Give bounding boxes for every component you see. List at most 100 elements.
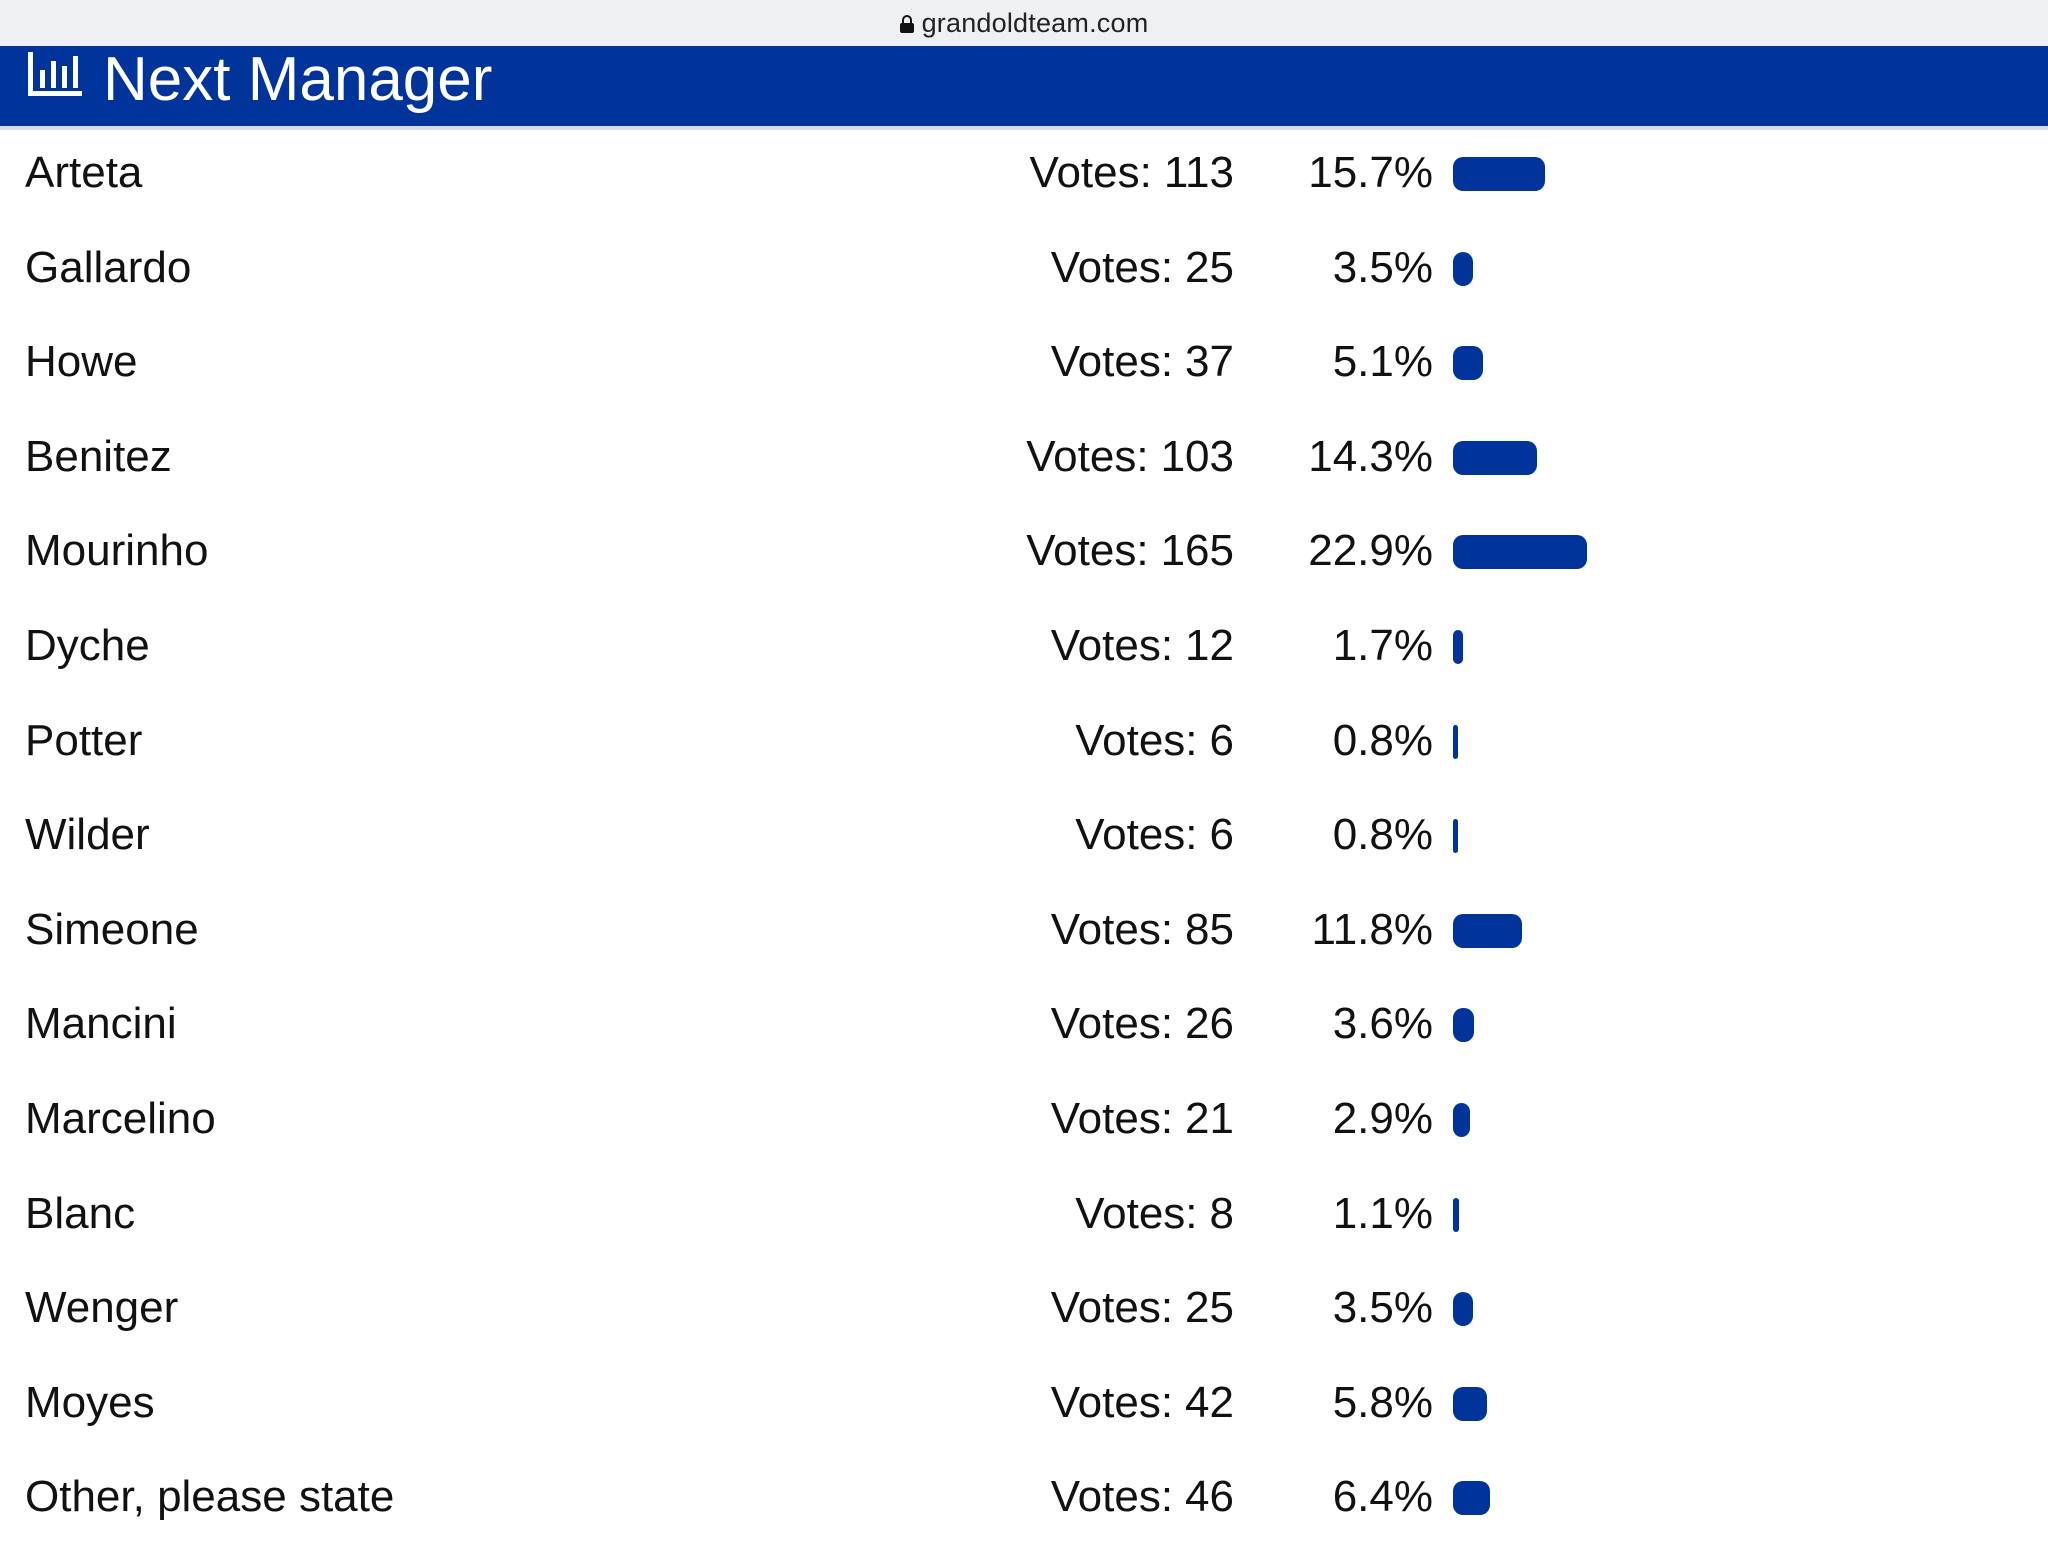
vote-share-bar [1453,1008,1475,1043]
vote-share-bar [1453,629,1463,664]
poll-header: Next Manager [0,45,2048,130]
votes-number: 113 [1163,148,1234,197]
vote-count: Votes: 25 [1051,242,1234,294]
votes-number: 25 [1185,1283,1234,1333]
lock-icon [899,15,914,33]
votes-label: Votes: [1026,526,1149,576]
vote-count: Votes: 103 [1026,431,1234,483]
option-name: Simeone [25,904,199,954]
vote-percentage: 11.8% [1311,904,1434,954]
poll-option-row: Mancini Votes: 26 3.6% [0,978,2048,1073]
votes-label: Votes: [1050,1093,1174,1143]
option-name: Marcelino [25,1093,216,1143]
poll-title: Next Manager [103,45,493,114]
votes-label: Votes: [1050,999,1174,1049]
vote-percentage: 15.7% [1308,148,1433,197]
vote-count: Votes: 37 [1051,336,1234,388]
option-name: Benitez [25,431,172,481]
option-name: Dyche [25,620,150,670]
vote-percentage: 0.8% [1332,715,1433,765]
vote-share-bar [1453,251,1474,286]
poll-option-row: Benitez Votes: 103 14.3% [0,411,2048,506]
vote-share-bar [1453,913,1523,948]
option-name: Howe [25,337,138,387]
poll-option-row: Potter Votes: 6 0.8% [0,695,2048,790]
vote-percentage: 3.6% [1332,999,1433,1049]
option-name: Blanc [25,1188,136,1238]
bar-chart-icon [28,52,82,96]
vote-share-bar [1453,1481,1491,1516]
vote-share-bar [1453,1197,1460,1232]
vote-count: Votes: 113 [1030,147,1234,199]
vote-share-bar [1453,1102,1470,1137]
vote-percentage: 1.1% [1332,1188,1433,1238]
option-name: Gallardo [25,242,192,292]
poll-option-row: Other, please state Votes: 46 6.4% [0,1451,2048,1546]
option-name: Mourinho [25,526,209,576]
votes-number: 25 [1185,242,1234,292]
vote-share-bar [1453,346,1483,381]
vote-percentage: 2.9% [1332,1093,1433,1143]
vote-percentage: 14.3% [1308,431,1433,481]
poll-option-row: Mourinho Votes: 165 22.9% [0,505,2048,600]
vote-count: Votes: 6 [1075,809,1234,861]
url-text: grandoldteam.com [921,7,1149,38]
votes-number: 8 [1209,1188,1234,1238]
vote-share-bar [1453,819,1458,854]
votes-number: 12 [1185,620,1234,670]
vote-percentage: 6.4% [1332,1472,1433,1522]
votes-label: Votes: [1050,1377,1174,1427]
poll-option-row: Blanc Votes: 8 1.1% [0,1168,2048,1263]
vote-count: Votes: 85 [1051,904,1234,956]
votes-label: Votes: [1050,1283,1174,1333]
vote-share-bar [1453,724,1458,759]
vote-count: Votes: 165 [1026,525,1234,577]
votes-label: Votes: [1050,1472,1174,1522]
vote-share-bar [1453,440,1537,475]
vote-share-bar [1453,157,1545,191]
option-name: Wilder [25,810,150,860]
votes-label: Votes: [1050,904,1174,954]
votes-number: 6 [1209,715,1234,765]
poll-option-row: Dyche Votes: 12 1.7% [0,600,2048,695]
vote-percentage: 3.5% [1332,1283,1433,1333]
poll-option-row: Wenger Votes: 25 3.5% [0,1262,2048,1357]
poll-option-row: Wilder Votes: 6 0.8% [0,789,2048,884]
votes-label: Votes: [1075,715,1198,765]
option-name: Other, please state [25,1472,395,1522]
vote-percentage: 3.5% [1332,242,1433,292]
votes-label: Votes: [1029,148,1152,197]
votes-number: 37 [1185,337,1234,387]
votes-number: 26 [1185,999,1234,1049]
poll-option-row: Arteta Votes: 113 15.7% [0,127,2048,222]
vote-percentage: 0.8% [1332,810,1433,860]
votes-label: Votes: [1050,337,1174,387]
poll-option-row: Simeone Votes: 85 11.8% [0,884,2048,979]
vote-count: Votes: 42 [1051,1377,1234,1429]
votes-number: 103 [1160,431,1234,481]
browser-url-bar[interactable]: grandoldteam.com [0,0,2048,46]
vote-count: Votes: 25 [1051,1282,1234,1334]
votes-number: 46 [1185,1472,1234,1522]
votes-label: Votes: [1050,620,1174,670]
votes-number: 42 [1185,1377,1234,1427]
option-name: Moyes [25,1377,155,1427]
option-name: Arteta [25,148,143,197]
option-name: Mancini [25,999,177,1049]
votes-label: Votes: [1050,242,1174,292]
poll-option-row: Marcelino Votes: 21 2.9% [0,1073,2048,1168]
votes-label: Votes: [1026,431,1149,481]
option-name: Wenger [25,1283,179,1333]
votes-label: Votes: [1075,810,1198,860]
poll-option-row: Howe Votes: 37 5.1% [0,316,2048,411]
vote-count: Votes: 21 [1051,1093,1234,1145]
votes-number: 21 [1185,1093,1234,1143]
vote-share-bar [1453,535,1587,570]
poll-option-row: Gallardo Votes: 25 3.5% [0,222,2048,317]
vote-percentage: 5.8% [1332,1377,1433,1427]
votes-label: Votes: [1075,1188,1198,1238]
option-name: Potter [25,715,143,765]
poll-results: Arteta Votes: 113 15.7% Gallardo Votes: 25 3.5%… [0,127,2048,1546]
vote-percentage: 22.9% [1308,526,1433,576]
vote-share-bar [1453,1386,1487,1421]
